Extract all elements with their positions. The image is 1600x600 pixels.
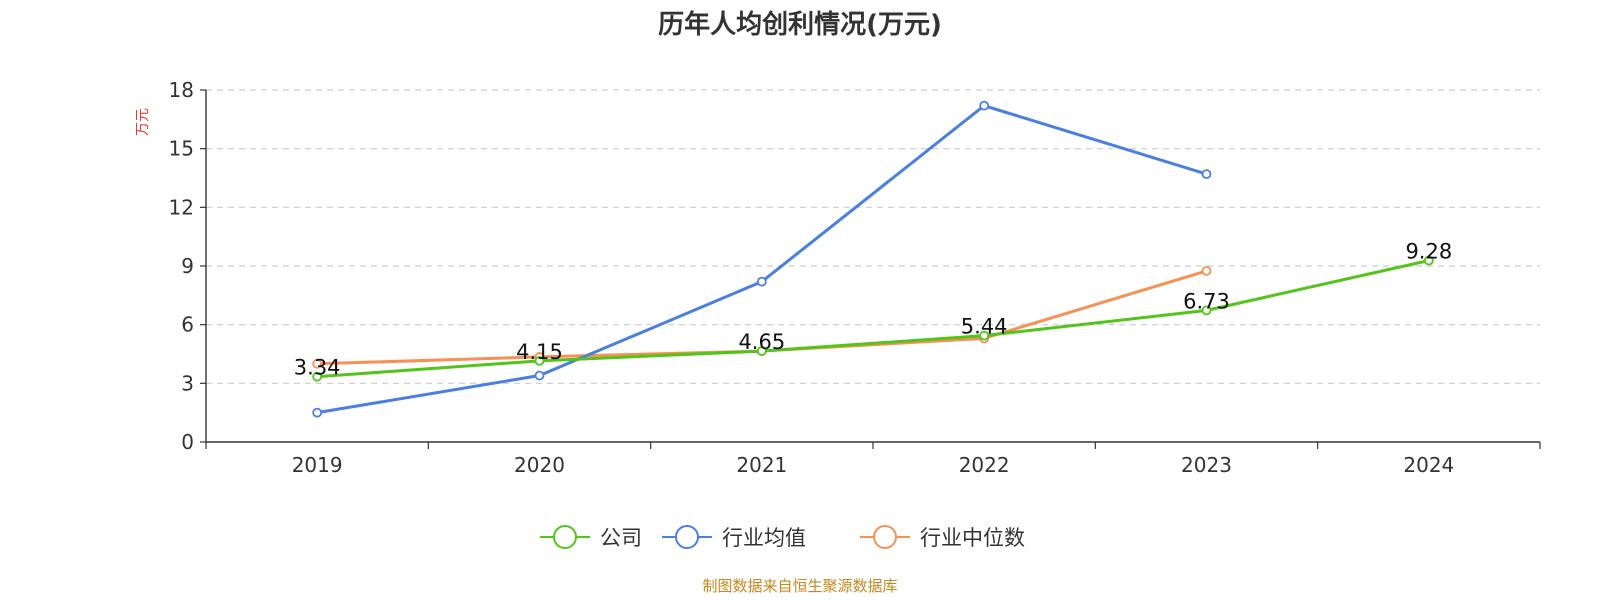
y-tick-label: 18 [169, 78, 194, 102]
x-tick-label: 2023 [1181, 453, 1232, 477]
legend-marker [873, 525, 897, 549]
x-tick-label: 2019 [292, 453, 343, 477]
data-label: 3.34 [294, 356, 341, 380]
y-tick-label: 15 [169, 137, 194, 161]
y-tick-label: 12 [169, 195, 194, 219]
y-tick-label: 0 [181, 430, 194, 454]
y-tick-label: 9 [181, 254, 194, 278]
x-tick-label: 2024 [1403, 453, 1454, 477]
x-tick-label: 2021 [736, 453, 787, 477]
data-label: 5.44 [961, 315, 1008, 339]
data-labels: 3.34 4.15 4.65 5.44 6.73 9.28 [294, 240, 1452, 380]
chart-title: 历年人均创利情况(万元) [658, 9, 942, 40]
data-point [312, 358, 323, 369]
legend-label: 行业均值 [722, 526, 806, 550]
data-label: 6.73 [1183, 289, 1230, 313]
data-label: 9.28 [1405, 240, 1452, 264]
legend-marker [675, 525, 699, 549]
data-point [1201, 305, 1212, 316]
x-tick-label: 2022 [959, 453, 1010, 477]
legend-item-3[interactable]: 行业中位数 [860, 525, 1025, 550]
legend-label: 公司 [600, 526, 642, 550]
y-axis-label: 万元 [135, 108, 151, 136]
data-point [1423, 255, 1434, 266]
data-point [979, 330, 990, 341]
data-point [979, 100, 990, 111]
series-line [317, 259, 1430, 379]
series-layer [312, 100, 1434, 418]
series-2 [312, 100, 1212, 418]
data-point [1201, 265, 1212, 276]
legend-marker [553, 525, 577, 549]
data-point [534, 370, 545, 381]
data-point [312, 407, 323, 418]
legend-item-2[interactable]: 行业均值 [662, 525, 806, 550]
x-tick-label: 2020 [514, 453, 565, 477]
data-point [756, 276, 767, 287]
data-label: 4.15 [516, 340, 563, 364]
gridlines [206, 89, 1540, 384]
legend-item-1[interactable]: 公司 [540, 525, 642, 550]
series-1 [312, 255, 1434, 382]
y-tick-label: 6 [181, 313, 194, 337]
y-tick-label: 3 [181, 371, 194, 395]
data-point [756, 346, 767, 356]
legend-label: 行业中位数 [920, 526, 1025, 550]
data-point [534, 355, 545, 366]
axes: 0 3 6 9 12 15 18 2019 2020 2021 2022 2023 2024 [169, 78, 1541, 477]
data-point [312, 371, 323, 382]
data-label: 4.65 [738, 330, 785, 354]
source-note: 制图数据来自恒生聚源数据库 [702, 577, 897, 595]
legend[interactable]: 公司 行业均值 行业中位数 [540, 525, 1025, 550]
data-point [1201, 169, 1212, 179]
